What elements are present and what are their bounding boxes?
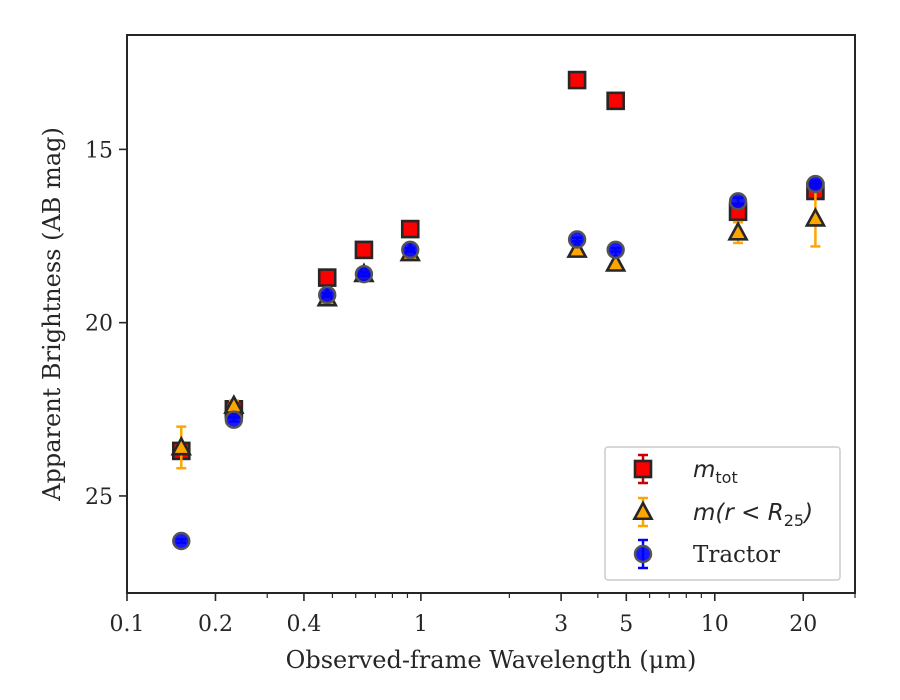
data-point [400,219,420,239]
data-point [224,410,244,429]
data-point [566,238,588,258]
data-point [317,268,337,287]
x-tick-label: 20 [789,612,817,637]
points-layer [170,70,827,551]
x-tick-label: 0.4 [286,612,321,637]
series-1 [170,189,827,470]
legend-box [604,446,841,581]
legend-label: mtot [693,457,738,487]
x-tick-label: 5 [619,612,633,637]
y-tick-label: 25 [85,485,113,510]
data-point [727,220,749,241]
y-tick-label: 20 [85,312,113,337]
data-point [401,240,420,260]
y-axis-label: Apparent Brightness (AB mag) [38,127,66,502]
data-point [604,252,627,272]
legend-label-sub: 25 [784,511,804,530]
data-point [806,174,825,194]
legend-label-tail: ) [802,500,813,526]
x-tick-label: 0.2 [198,612,233,637]
data-point [318,285,337,305]
legend: mtot m(r < R25) Tractor [604,446,841,581]
x-tick-label: 3 [554,612,568,637]
plot-frame [126,34,856,594]
data-point [354,264,374,284]
data-point [728,192,748,211]
data-point [804,206,827,227]
legend-label-sub: tot [715,468,737,487]
legend-label: Tractor [693,542,780,568]
data-point [354,240,374,260]
legend-label: m(r < R25) [693,500,813,530]
data-point [170,435,193,456]
data-point [606,91,625,111]
x-tick-label: 10 [701,612,729,637]
legend-label-main: m [693,457,715,483]
y-tick-label: 15 [85,138,113,163]
ticks-layer: 0.1 0.2 0.4 1 3 5 10 20 15 20 25 [85,138,856,637]
x-axis-label: Observed-frame Wavelength (μm) [286,646,697,674]
data-point [606,240,625,260]
legend-marker [633,544,653,564]
legend-marker [632,500,654,521]
series-2 [172,174,825,551]
data-point [567,230,587,249]
x-tick-label: 1 [414,612,428,637]
data-point [567,70,587,90]
data-point [172,531,191,551]
legend-label-main: Tractor [693,542,780,568]
legend-marker [633,459,653,479]
legend-label-main: m(r < R [693,500,784,526]
x-tick-label: 0.1 [110,612,145,637]
series-0 [171,70,825,461]
